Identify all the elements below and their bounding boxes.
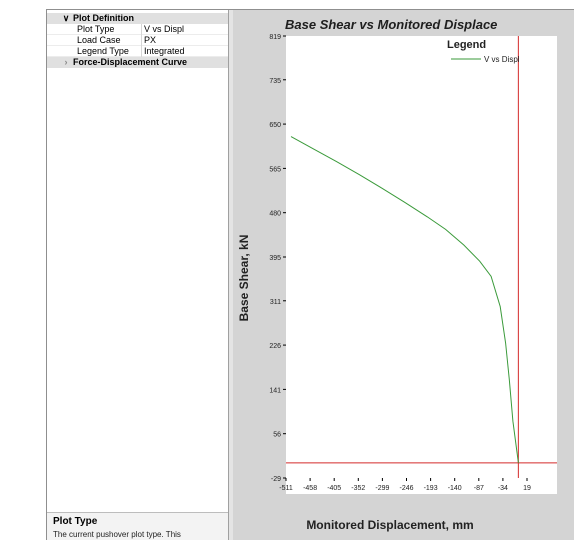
x-axis-label: Monitored Displacement, mm	[306, 518, 473, 532]
property-value[interactable]: V vs Displ	[144, 24, 185, 34]
x-tick-label: -34	[498, 485, 508, 492]
series-line-v-vs-displ	[290, 136, 519, 463]
category-force-displacement-curve[interactable]: › Force-Displacement Curve	[47, 57, 228, 68]
y-tick-label: 226	[269, 343, 281, 350]
property-row-plot-type[interactable]: Plot Type V vs Displ	[47, 24, 228, 35]
property-value[interactable]: Integrated	[144, 46, 185, 56]
y-tick-label: 395	[269, 255, 281, 262]
property-key: Legend Type	[77, 46, 129, 56]
y-tick-label: 735	[269, 78, 281, 85]
y-tick-label: 819	[269, 34, 281, 41]
y-tick-label: 56	[273, 432, 281, 439]
x-tick-label: -458	[303, 485, 317, 492]
column-separator	[141, 24, 142, 35]
chevron-down-icon[interactable]: ∨	[62, 13, 70, 23]
category-force-displacement-label: Force-Displacement Curve	[73, 57, 188, 67]
property-grid-panel: ∨ Plot Definition Plot Type V vs Displ L…	[47, 10, 229, 540]
plot-panel: Base Shear vs Monitored Displace -29 56 14…	[233, 10, 574, 540]
y-tick-label: 480	[269, 211, 281, 218]
property-key: Load Case	[77, 35, 121, 45]
column-separator	[141, 35, 142, 46]
chevron-right-icon[interactable]: ›	[64, 57, 68, 67]
plot-title: Base Shear vs Monitored Displace	[285, 17, 498, 32]
y-tick-label: 311	[270, 299, 281, 306]
x-tick-label: -511	[279, 485, 293, 492]
category-plot-definition[interactable]: ∨ Plot Definition	[47, 13, 228, 24]
x-tick-label: -193	[424, 485, 438, 492]
x-tick-label: -352	[351, 485, 365, 492]
description-text: The current pushover plot type. This	[53, 530, 181, 539]
x-axis-ticks: -511 -458 -405 -352 -299 -246 -193 -140 -87 -34 19	[279, 478, 531, 492]
plot-area	[286, 36, 557, 494]
x-tick-label: -246	[399, 485, 413, 492]
pushover-chart[interactable]: -29 56 141 226 311 395 480 565 650 735 819 -511 -45…	[233, 10, 574, 540]
y-tick-label: -29	[271, 476, 281, 483]
column-separator	[141, 46, 142, 57]
legend-entry-v-vs-displ: V vs Displ	[484, 55, 520, 64]
y-tick-label: 650	[269, 122, 281, 129]
legend-title: Legend	[447, 39, 486, 51]
x-tick-label: -299	[375, 485, 389, 492]
property-row-legend-type[interactable]: Legend Type Integrated	[47, 46, 228, 57]
x-tick-label: -140	[448, 485, 462, 492]
property-row-load-case[interactable]: Load Case PX	[47, 35, 228, 46]
panel-splitter[interactable]	[229, 10, 233, 540]
x-tick-label: 19	[523, 485, 531, 492]
y-tick-label: 141	[269, 387, 281, 394]
description-panel: Plot Type The current pushover plot type…	[47, 512, 228, 540]
x-tick-label: -405	[327, 485, 341, 492]
property-key: Plot Type	[77, 24, 115, 34]
y-axis-label: Base Shear, kN	[237, 235, 251, 322]
y-tick-label: 565	[269, 166, 281, 173]
description-title: Plot Type	[53, 516, 98, 527]
category-plot-definition-label: Plot Definition	[73, 13, 134, 23]
x-tick-label: -87	[474, 485, 484, 492]
y-axis-ticks: -29 56 141 226 311 395 480 565 650 735 819	[269, 34, 286, 483]
property-value[interactable]: PX	[144, 35, 157, 45]
